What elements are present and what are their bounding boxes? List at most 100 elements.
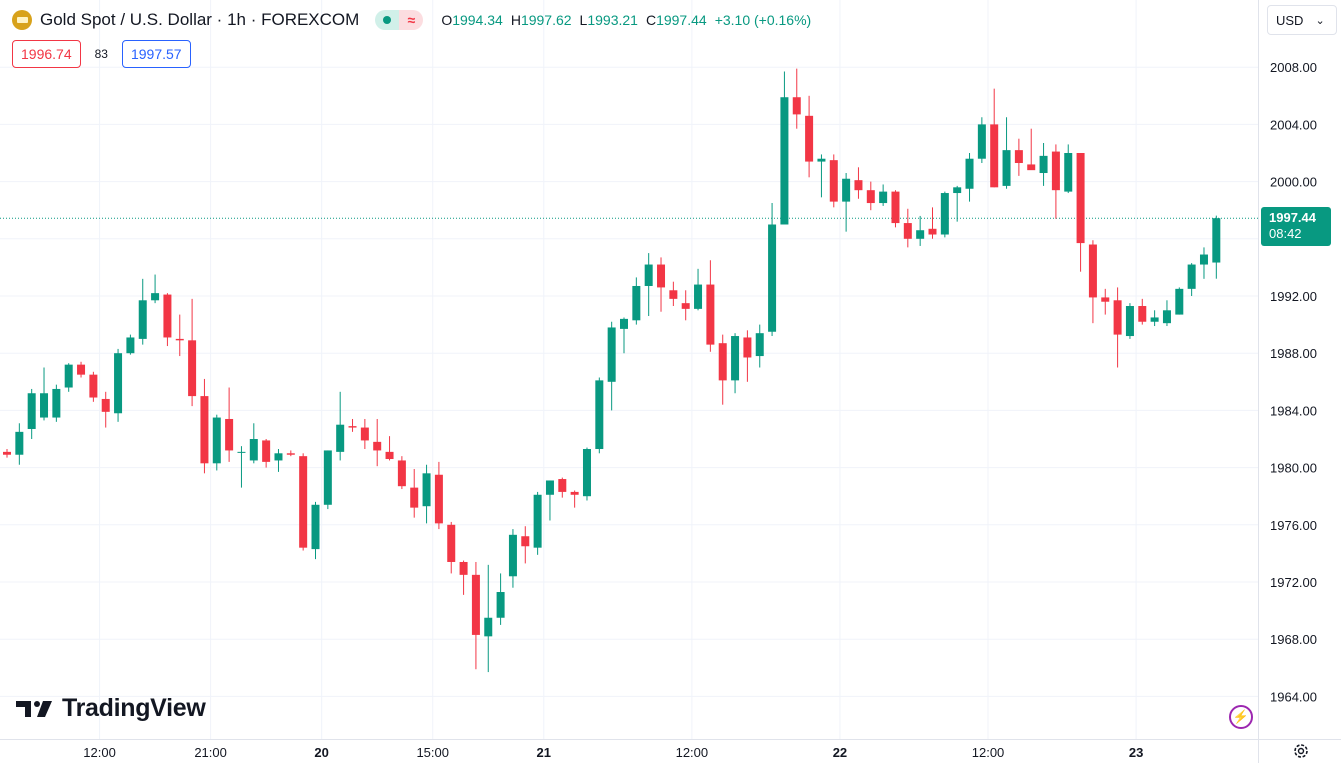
- candle-body[interactable]: [817, 158, 826, 162]
- candle-body[interactable]: [249, 439, 258, 461]
- candle-body[interactable]: [200, 396, 209, 464]
- candle-body[interactable]: [163, 294, 172, 338]
- candle-body[interactable]: [15, 431, 24, 455]
- candle-body[interactable]: [891, 191, 900, 224]
- candle-body[interactable]: [348, 426, 357, 428]
- candle-body[interactable]: [1027, 164, 1036, 171]
- candle-body[interactable]: [545, 480, 554, 495]
- candle-body[interactable]: [114, 353, 123, 414]
- wave-icon[interactable]: ≈: [399, 10, 424, 30]
- candle-body[interactable]: [854, 180, 863, 191]
- candle-body[interactable]: [780, 97, 789, 225]
- candle-body[interactable]: [299, 456, 308, 548]
- candle-body[interactable]: [40, 393, 49, 418]
- candle-body[interactable]: [607, 327, 616, 382]
- candle-body[interactable]: [669, 290, 678, 299]
- candle-body[interactable]: [397, 460, 406, 487]
- candle-body[interactable]: [27, 393, 36, 429]
- candle-body[interactable]: [126, 337, 135, 354]
- candle-body[interactable]: [360, 427, 369, 441]
- candle-body[interactable]: [928, 228, 937, 235]
- candle-body[interactable]: [459, 561, 468, 575]
- candle-body[interactable]: [1101, 297, 1110, 302]
- candle-body[interactable]: [336, 424, 345, 452]
- candle-body[interactable]: [706, 284, 715, 345]
- candle-body[interactable]: [1014, 150, 1023, 164]
- candle-body[interactable]: [1199, 254, 1208, 265]
- candle-body[interactable]: [1175, 288, 1184, 315]
- candle-body[interactable]: [768, 224, 777, 332]
- candle-body[interactable]: [385, 451, 394, 460]
- candle-body[interactable]: [1212, 218, 1221, 263]
- candle-body[interactable]: [521, 536, 530, 547]
- candle-body[interactable]: [77, 364, 86, 375]
- buy-price-button[interactable]: 1997.57: [121, 40, 191, 68]
- candle-body[interactable]: [1162, 310, 1171, 324]
- candle-body[interactable]: [1113, 300, 1122, 335]
- candle-body[interactable]: [1064, 153, 1073, 192]
- candle-body[interactable]: [694, 284, 703, 309]
- tradingview-logo[interactable]: TradingView: [16, 694, 206, 723]
- candle-body[interactable]: [965, 158, 974, 189]
- candle-body[interactable]: [1088, 244, 1097, 298]
- candle-body[interactable]: [138, 300, 147, 339]
- candle-body[interactable]: [373, 441, 382, 451]
- candle-body[interactable]: [792, 97, 801, 115]
- candle-body[interactable]: [434, 474, 443, 524]
- lightning-icon[interactable]: ⚡: [1229, 705, 1253, 729]
- candle-body[interactable]: [1076, 153, 1085, 244]
- candle-body[interactable]: [620, 318, 628, 329]
- candle-body[interactable]: [447, 524, 456, 562]
- candle-body[interactable]: [496, 592, 505, 618]
- candle-body[interactable]: [52, 388, 61, 418]
- candle-body[interactable]: [1125, 306, 1134, 337]
- candle-body[interactable]: [632, 285, 641, 321]
- candle-body[interactable]: [175, 338, 184, 341]
- candle-body[interactable]: [681, 303, 690, 309]
- candle-body[interactable]: [286, 453, 295, 455]
- candle-body[interactable]: [311, 504, 320, 550]
- candle-body[interactable]: [582, 449, 591, 497]
- candle-body[interactable]: [188, 340, 197, 397]
- candle-body[interactable]: [101, 398, 110, 412]
- candle-body[interactable]: [508, 534, 517, 577]
- candle-body[interactable]: [533, 494, 542, 548]
- candle-body[interactable]: [1002, 150, 1011, 186]
- candle-body[interactable]: [1039, 155, 1048, 174]
- candle-body[interactable]: [225, 418, 234, 451]
- candle-body[interactable]: [953, 187, 962, 194]
- market-open-indicator[interactable]: [375, 10, 400, 30]
- candle-body[interactable]: [262, 440, 271, 462]
- candle-body[interactable]: [3, 451, 11, 455]
- candle-body[interactable]: [595, 380, 604, 450]
- candle-body[interactable]: [731, 336, 740, 381]
- candle-body[interactable]: [977, 124, 986, 159]
- candle-body[interactable]: [829, 160, 838, 202]
- candle-body[interactable]: [237, 451, 246, 453]
- candle-body[interactable]: [64, 364, 73, 388]
- candle-body[interactable]: [484, 617, 493, 637]
- symbol-title[interactable]: Gold Spot / U.S. Dollar · 1h · FOREXCOM: [40, 10, 360, 29]
- candle-body[interactable]: [657, 264, 666, 288]
- candle-body[interactable]: [1150, 317, 1159, 322]
- candle-body[interactable]: [903, 223, 912, 239]
- candle-body[interactable]: [89, 374, 98, 398]
- candle-body[interactable]: [842, 178, 851, 202]
- candle-body[interactable]: [805, 115, 814, 162]
- candle-body[interactable]: [755, 333, 764, 357]
- candle-body[interactable]: [1138, 306, 1147, 322]
- candle-body[interactable]: [274, 453, 283, 461]
- candle-body[interactable]: [471, 574, 480, 635]
- candle-body[interactable]: [866, 190, 875, 204]
- candle-body[interactable]: [743, 337, 752, 358]
- candle-body[interactable]: [212, 417, 221, 464]
- candle-body[interactable]: [940, 193, 949, 235]
- candle-body[interactable]: [558, 479, 567, 492]
- candle-body[interactable]: [1187, 264, 1196, 289]
- market-status[interactable]: ≈: [375, 10, 424, 30]
- candle-body[interactable]: [718, 343, 727, 381]
- candle-body[interactable]: [1051, 151, 1060, 191]
- candle-body[interactable]: [879, 191, 888, 204]
- candle-body[interactable]: [916, 230, 925, 239]
